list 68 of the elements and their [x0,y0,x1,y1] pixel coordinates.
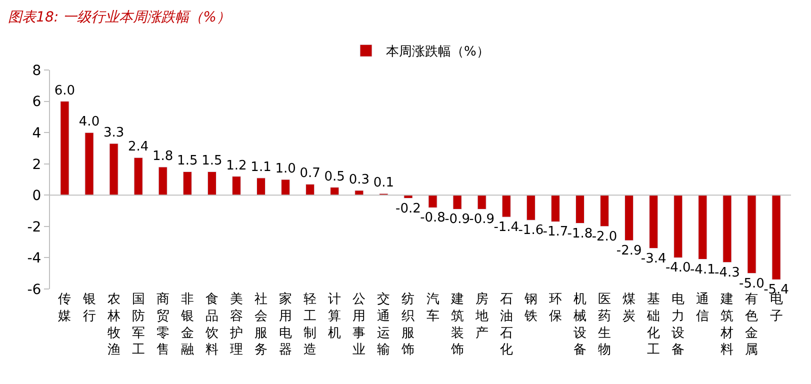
x-tick-label: 社会服务 [254,292,268,358]
data-label: 1.5 [202,154,222,169]
data-label: -0.8 [420,210,446,226]
x-tick-label: 纺织服饰 [400,292,415,358]
x-tick-label: 美容护理 [228,291,243,358]
y-tick-label: 0 [32,188,42,204]
data-label: 2.4 [128,140,149,155]
y-tick-label: 8 [32,62,42,79]
data-label: -0.2 [396,201,421,216]
x-tick-label: 食品饮料 [204,292,218,358]
data-label: -1.8 [567,226,593,242]
x-tick-label: 通信 [696,292,710,324]
y-tick-label: 6 [32,94,42,110]
data-label: 4.0 [78,114,100,130]
x-tick-label: 非银金融 [180,292,194,358]
data-label: 0.7 [300,166,320,182]
x-tick-label: 汽车 [426,292,440,324]
data-label: 3.3 [103,126,124,141]
data-label: 0.5 [324,169,345,184]
data-label: 1.8 [152,148,174,164]
x-tick-label: 建筑材料 [720,292,734,358]
x-tick-label: 家用电器 [279,291,292,358]
data-label: 6.0 [54,83,76,98]
chart-title: 图表18: 一级行业本周涨跌幅（%） [8,9,230,26]
data-label: -0.9 [469,212,495,228]
x-tick-label: 银行 [82,292,96,324]
x-tick-label: 商贸零售 [156,292,170,358]
data-label: -2.9 [616,244,642,259]
x-tick-label: 电力设备 [672,292,685,358]
x-tick-label: 煤炭 [622,292,636,324]
x-tick-label: 传媒 [58,292,72,324]
y-tick-label: 2 [32,156,42,173]
x-tick-label: 公用事业 [352,292,366,358]
legend-label: 本周涨跌幅（%） [386,44,490,60]
data-label: -4.1 [690,262,716,278]
data-label: -0.9 [444,212,470,228]
data-label: 1.0 [275,162,296,176]
data-label: -2.0 [592,229,618,244]
x-tick-label: 农林牧渔 [106,292,120,358]
x-tick-label: 钢铁 [523,292,538,324]
x-tick-label: 石油石化 [500,292,513,358]
data-label: 1.2 [226,158,247,174]
y-tick-label: -6 [27,282,42,298]
x-tick-label: 建筑装饰 [450,292,464,358]
x-tick-label: 轻工制造 [304,292,317,358]
data-label: 0.3 [348,172,370,188]
data-label: -4.3 [714,265,740,280]
data-label: 0.1 [373,176,394,191]
x-tick-label: 基础化工 [646,292,660,358]
data-label: 1.5 [177,154,198,169]
x-tick-label: 环保 [548,292,562,324]
x-tick-label: 国防军工 [132,292,145,358]
x-tick-label: 交通运输 [377,291,390,358]
y-tick-label: -2 [27,219,42,236]
x-tick-label: 有色金属 [745,292,758,358]
data-label: -5.0 [739,276,764,292]
data-label: -1.4 [494,220,520,236]
x-tick-label: 计算机 [328,292,342,341]
x-tick-label: 房地产 [474,291,488,341]
y-tick-label: 4 [32,125,42,142]
data-label: -1.6 [518,223,544,238]
y-tick-label: -4 [27,250,42,267]
data-label: -3.4 [640,251,666,266]
data-label: 1.1 [250,160,272,175]
x-tick-label: 医药生物 [598,292,612,358]
x-tick-label: 机械设备 [573,292,586,358]
data-label: -4.0 [665,260,691,276]
data-label: -1.7 [542,224,568,240]
